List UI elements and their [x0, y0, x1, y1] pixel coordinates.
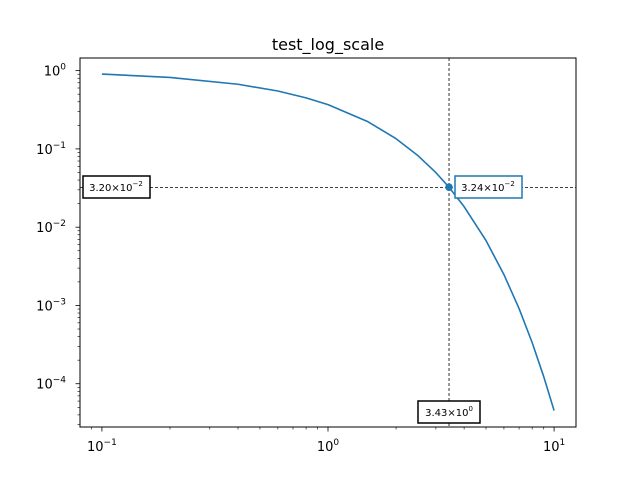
x-tick-label: 10−1 [87, 438, 117, 455]
x-readout-box [417, 400, 481, 424]
y-tick-label-mantissa: 10 [44, 65, 61, 80]
value-readout-label: 3.24×10−2 [461, 180, 515, 194]
y-tick-label-exponent: −3 [53, 297, 66, 307]
y-readout-label: 3.20×10−2 [89, 180, 143, 194]
y-tick-label-mantissa: 10 [36, 299, 53, 314]
chart-title: test_log_scale [272, 35, 384, 55]
cursor-marker [445, 183, 453, 192]
y-tick-label-mantissa: 10 [36, 378, 53, 393]
series-line [101, 73, 555, 411]
x-tick-label: 100 [317, 438, 340, 455]
x-tick-label-exponent: 1 [559, 438, 565, 448]
x-tick-label: 101 [543, 438, 565, 455]
x-tick-label-mantissa: 10 [317, 440, 334, 455]
y-tick-label-exponent: −4 [53, 376, 67, 386]
y-tick-label: 10−3 [36, 297, 66, 314]
y-tick-label: 100 [44, 63, 67, 80]
y-readout-label-exponent: −2 [133, 180, 143, 188]
x-tick-label-mantissa: 10 [543, 440, 560, 455]
x-readout-label: 3.43×100 [425, 405, 473, 419]
value-readout-label-mantissa: 3.24×10 [461, 183, 504, 194]
x-tick-label-mantissa: 10 [87, 440, 104, 455]
x-tick-label-exponent: 0 [333, 438, 339, 448]
y-tick-label: 10−4 [36, 376, 66, 393]
x-readout-label-mantissa: 3.43×10 [425, 408, 468, 419]
y-tick-label: 10−2 [36, 219, 66, 236]
y-tick-label-mantissa: 10 [36, 143, 53, 158]
value-readout-label-exponent: −2 [505, 180, 515, 188]
x-tick-label-exponent: −1 [104, 438, 117, 448]
y-tick-label-exponent: −2 [53, 219, 66, 229]
plot-frame [79, 57, 577, 428]
y-readout-label-mantissa: 3.20×10 [89, 183, 132, 194]
y-readout-box [82, 175, 151, 199]
x-readout-label-exponent: 0 [468, 405, 472, 413]
y-tick-label-exponent: −1 [53, 141, 66, 151]
y-tick-label: 10−1 [36, 141, 66, 158]
y-tick-label-exponent: 0 [60, 63, 66, 73]
value-readout-box [454, 175, 523, 199]
y-tick-label-mantissa: 10 [36, 221, 53, 236]
